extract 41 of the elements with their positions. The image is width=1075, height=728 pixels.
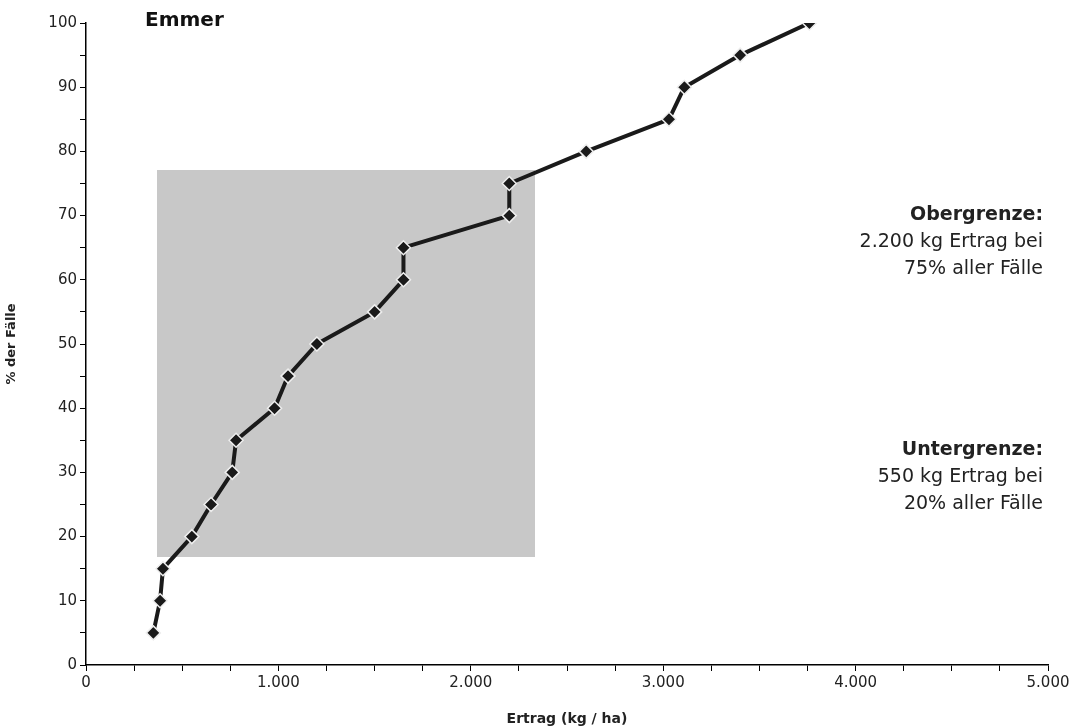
point [395,239,412,256]
y-tick-label: 20 [57,526,77,545]
y-tick-label: 10 [57,590,77,609]
y-tick-label: 40 [57,398,77,417]
x-tick-label: 0 [81,672,91,691]
point [155,560,171,577]
point [501,175,518,192]
point [501,207,518,224]
y-tick-label: 60 [57,269,77,288]
point [578,143,594,160]
y-tick-label: 30 [57,462,77,481]
point [145,625,162,641]
x-tick-label: 5.000 [1026,672,1070,691]
y-tick-label: 0 [67,654,77,673]
point [224,464,240,481]
point [203,496,219,513]
point [732,47,748,63]
point [676,79,693,95]
x-tick-label: 1.000 [256,672,300,691]
annotation: Untergrenze: 550 kg Ertrag bei 20% aller Fälle [877,436,1043,515]
point [280,368,296,384]
y-axis-title: % der Fälle [3,303,19,385]
x-axis-title: Ertrag (kg / ha) [506,710,628,727]
y-tick-label: 70 [57,205,77,224]
y-tick-label: 90 [57,77,77,96]
point [309,336,325,352]
chart-title: Emmer [145,7,224,32]
point [395,272,412,288]
annotation: Obergrenze: 2.200 kg Ertrag bei 75% aller Fälle [859,201,1043,280]
x-tick-label: 4.000 [834,672,878,691]
point [266,400,283,416]
point [366,304,383,320]
x-tick-label: 2.000 [449,672,493,691]
point [228,432,244,449]
x-tick-label: 3.000 [641,672,685,691]
y-tick-label: 50 [57,333,77,352]
point [152,593,168,609]
point [184,528,200,545]
y-tick-label: 80 [57,141,77,160]
y-tick-label: 100 [48,12,77,31]
point [661,111,677,128]
